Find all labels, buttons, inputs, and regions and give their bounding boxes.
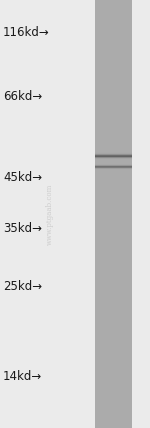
- Text: 116kd→: 116kd→: [3, 26, 50, 39]
- Text: 66kd→: 66kd→: [3, 90, 42, 103]
- Text: 25kd→: 25kd→: [3, 280, 42, 293]
- Bar: [95, 0, 132, 428]
- Text: www.ptgaab.com: www.ptgaab.com: [45, 183, 54, 245]
- Text: 14kd→: 14kd→: [3, 370, 42, 383]
- Text: 45kd→: 45kd→: [3, 171, 42, 184]
- Text: 35kd→: 35kd→: [3, 223, 42, 235]
